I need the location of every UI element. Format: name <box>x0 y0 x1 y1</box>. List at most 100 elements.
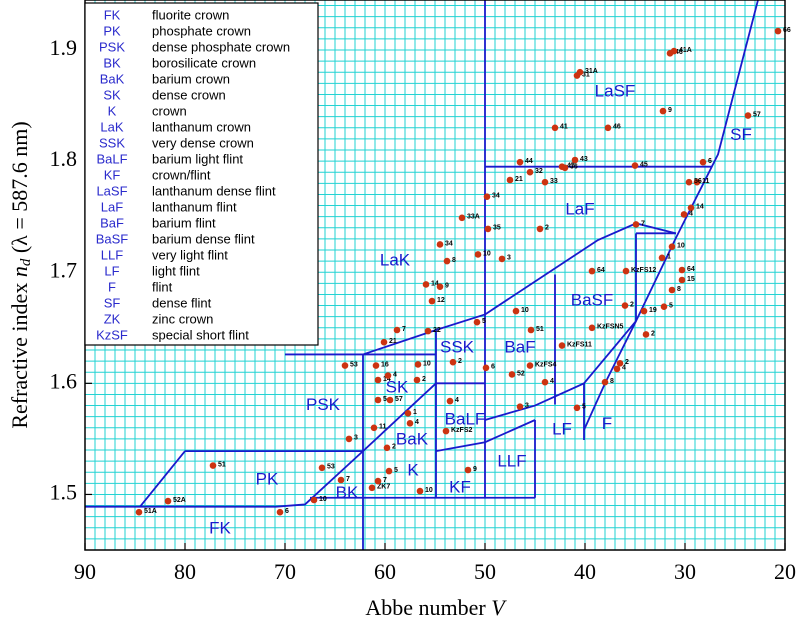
glass-point <box>135 508 143 516</box>
point-label: 10 <box>319 496 327 503</box>
glass-point <box>640 307 648 315</box>
x-tick-label: 90 <box>74 559 96 584</box>
y-axis-label-part: d <box>18 258 34 266</box>
point-label: 51A <box>144 508 157 515</box>
region-label: BaLF <box>445 409 486 428</box>
point-label: KzFS12 <box>631 267 656 274</box>
glass-point <box>526 362 534 369</box>
glass-point <box>668 243 676 250</box>
point-label: 1 <box>667 254 671 261</box>
region-label: LaSF <box>595 82 636 101</box>
point-label: 10 <box>677 243 685 250</box>
legend-abbr: LF <box>104 263 119 278</box>
legend-abbr: LLF <box>101 247 123 262</box>
glass-point <box>561 164 569 172</box>
glass-point <box>414 361 422 368</box>
glass-point <box>374 396 382 404</box>
legend-abbr: LaK <box>100 119 123 134</box>
legend-name: borosilicate crown <box>152 55 256 70</box>
legend-name: crown <box>152 103 187 118</box>
point-label: 19 <box>649 307 657 314</box>
glass-point <box>685 178 693 186</box>
glass-point <box>541 378 549 386</box>
legend-abbr: PSK <box>99 39 125 54</box>
point-label: 41 <box>560 124 568 131</box>
y-tick-label: 1.8 <box>50 146 78 171</box>
point-label: 6 <box>491 364 495 371</box>
glass-point <box>642 331 650 338</box>
point-label: 15 <box>687 276 695 283</box>
legend-name: crown/flint <box>152 167 211 182</box>
point-label: 33A <box>467 214 480 221</box>
x-tick-label: 30 <box>674 559 696 584</box>
glass-point <box>604 124 612 132</box>
legend-abbr: BaLF <box>96 151 127 166</box>
x-tick-label: 40 <box>574 559 596 584</box>
legend-abbr: KzSF <box>96 327 128 342</box>
glass-point <box>632 221 640 228</box>
glass-point <box>413 376 421 384</box>
x-axis-label-part: Abbe number <box>365 595 491 620</box>
legend-abbr: BaSF <box>96 231 129 246</box>
glass-point <box>458 214 466 222</box>
glass-point <box>164 497 172 505</box>
legend-abbr: F <box>108 279 116 294</box>
glass-point <box>370 424 378 432</box>
glass-point <box>436 283 444 290</box>
glass-point <box>404 410 412 417</box>
glass-point <box>318 464 326 472</box>
legend-abbr: SSK <box>99 135 125 150</box>
point-label: 52A <box>173 497 186 504</box>
point-label: 3 <box>354 435 358 442</box>
point-label: 4 <box>689 210 693 217</box>
point-label: 4 <box>550 378 554 385</box>
legend-abbr: SF <box>104 295 121 310</box>
point-label: 51 <box>218 461 226 468</box>
glass-point <box>678 266 686 274</box>
point-label: 34 <box>492 193 500 200</box>
glass-point <box>310 496 318 504</box>
glass-point <box>680 211 688 218</box>
point-label: 6 <box>285 508 289 515</box>
glass-point <box>687 204 695 212</box>
point-label: 11 <box>702 178 710 185</box>
glass-point <box>536 225 544 233</box>
point-label: 31A <box>585 68 598 75</box>
point-label: 4 <box>415 419 419 426</box>
legend-abbr: PK <box>103 23 121 38</box>
point-label: 16 <box>381 361 389 368</box>
glass-point <box>422 281 430 288</box>
region-label: PSK <box>306 395 341 414</box>
point-label: 9 <box>668 107 672 114</box>
region-label: KF <box>449 477 471 496</box>
legend-abbr: SK <box>103 87 121 102</box>
point-label: 5 <box>383 396 387 403</box>
glass-point <box>449 358 457 366</box>
glass-point <box>622 267 630 275</box>
glass-point <box>774 27 782 35</box>
legend-name: lanthanum flint <box>152 199 237 214</box>
region-label: LLF <box>497 452 526 471</box>
point-label: 5 <box>669 303 673 310</box>
point-label: 10 <box>425 487 433 494</box>
glass-point <box>506 176 514 184</box>
glass-point <box>744 112 752 119</box>
point-label: 53 <box>350 361 358 368</box>
glass-point <box>337 476 345 484</box>
point-label: 21 <box>389 338 397 345</box>
glass-point <box>483 193 491 200</box>
glass-point <box>527 326 535 334</box>
legend-name: dense phosphate crown <box>152 39 290 54</box>
point-label: 5 <box>582 404 586 411</box>
glass-point <box>699 158 707 166</box>
point-label: KzFSN5 <box>597 324 624 331</box>
point-label: 4 <box>622 365 626 372</box>
region-boundary <box>583 0 759 431</box>
point-label: 11 <box>379 424 387 431</box>
glass-point <box>588 267 596 275</box>
x-tick-label: 60 <box>374 559 396 584</box>
glass-point <box>660 303 668 310</box>
glass-point <box>443 257 451 265</box>
point-label: 3 <box>507 255 511 262</box>
region-boundary <box>139 450 186 508</box>
